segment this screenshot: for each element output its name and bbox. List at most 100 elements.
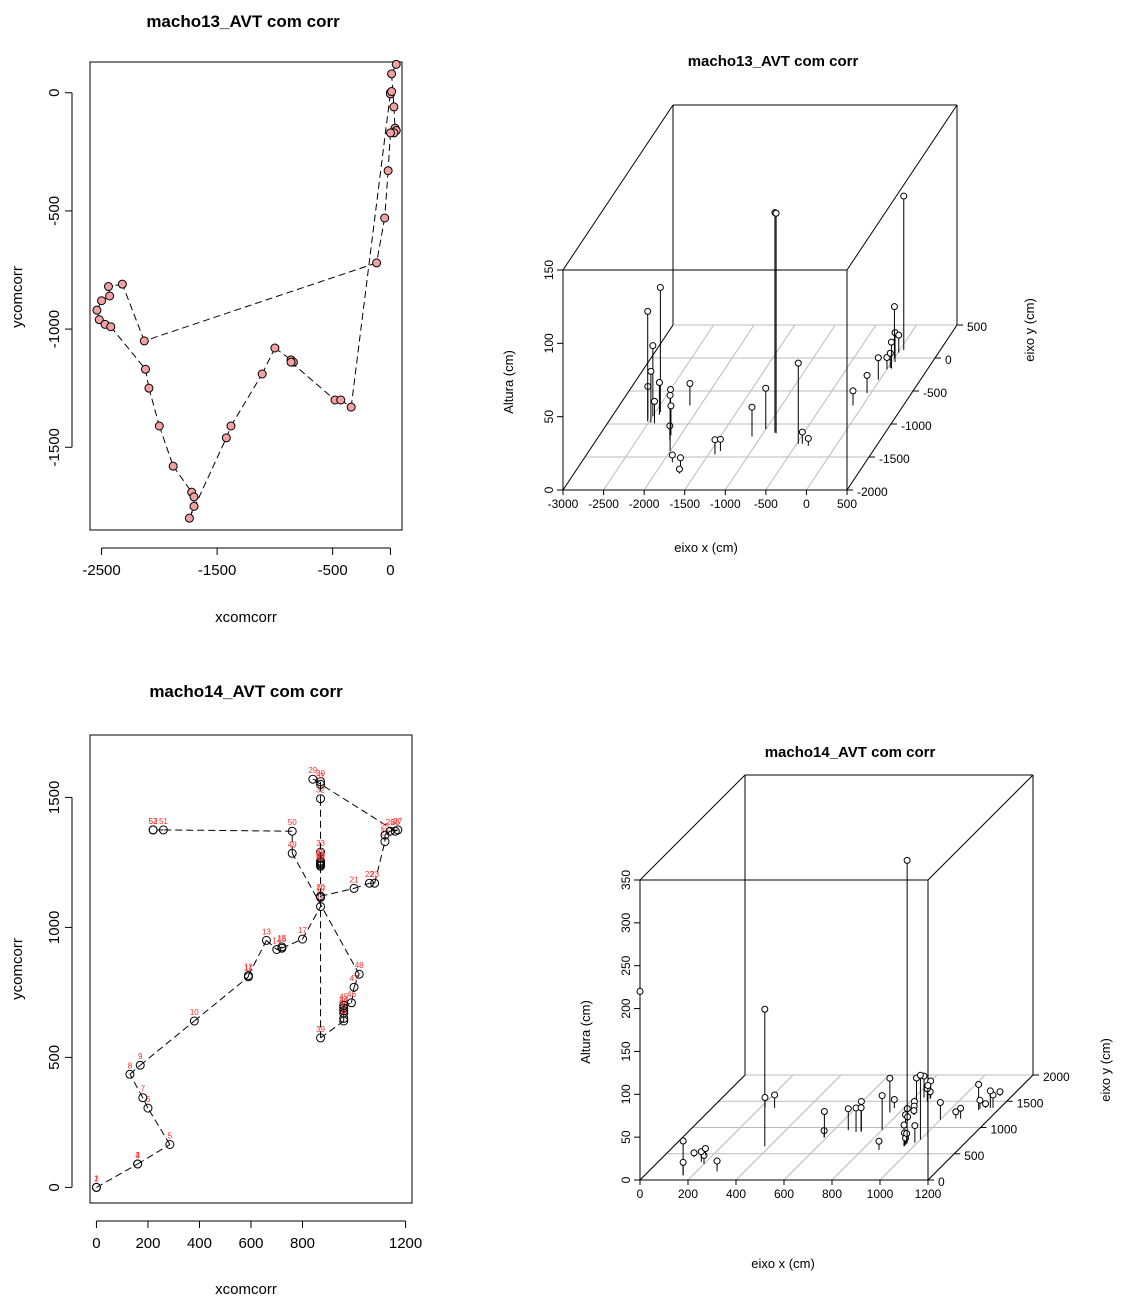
data-point xyxy=(261,935,271,945)
point-label: 46 xyxy=(347,990,356,999)
data-point xyxy=(844,1105,852,1113)
point-label: 35 xyxy=(316,848,325,857)
x-tick-label: 1000 xyxy=(867,1187,894,1201)
x-tick-label: 0 xyxy=(803,497,810,511)
point-label: 27 xyxy=(393,817,402,826)
box-edge xyxy=(562,324,674,491)
y-tick-label: -2000 xyxy=(857,485,888,499)
panel-2-macho13-3d: macho13_AVT com corr eixo x (cm) Altura … xyxy=(501,53,1037,555)
floor-grid-line xyxy=(643,324,755,491)
y-tick-label: -1000 xyxy=(46,310,63,348)
data-point xyxy=(372,258,382,268)
point-label: 39 xyxy=(316,1025,325,1034)
x-tick-label: 800 xyxy=(822,1187,842,1201)
data-point xyxy=(886,349,894,357)
data-point xyxy=(875,1137,883,1145)
point-label: 51 xyxy=(159,817,168,826)
track-segment xyxy=(353,974,360,988)
data-point xyxy=(370,878,380,888)
y-tick-label: 0 xyxy=(46,89,63,97)
data-point xyxy=(849,387,857,395)
point-label: 45 xyxy=(339,992,348,1001)
point-label: 41 xyxy=(339,1005,348,1014)
data-point xyxy=(257,369,267,379)
data-point xyxy=(651,397,659,405)
data-point xyxy=(649,342,657,350)
panel-4-ylabel: Altura (cm) xyxy=(578,1000,593,1064)
data-point xyxy=(349,982,359,992)
point-label: 9 xyxy=(138,1052,143,1061)
data-point xyxy=(143,1103,153,1113)
data-point xyxy=(986,1087,994,1095)
point-label: 40 xyxy=(339,1008,348,1017)
track-segment xyxy=(139,1020,195,1066)
y-tick-label: 0 xyxy=(945,353,952,367)
point-label: 2 xyxy=(94,1174,99,1183)
x-tick-label: 1200 xyxy=(389,1235,422,1252)
data-point xyxy=(887,338,895,346)
point-label: 38 xyxy=(316,853,325,862)
panel-2-title: macho13_AVT com corr xyxy=(688,53,859,70)
data-point xyxy=(154,421,164,431)
track-segment xyxy=(374,841,386,884)
track-segment xyxy=(376,217,386,263)
data-point xyxy=(900,192,908,200)
data-point xyxy=(387,87,397,97)
point-label: 19 xyxy=(316,885,325,894)
data-point xyxy=(346,402,356,412)
z-tick-label: 200 xyxy=(619,998,633,1018)
point-label: 5 xyxy=(168,1132,173,1141)
point-label: 18 xyxy=(316,894,325,903)
data-point xyxy=(911,1122,919,1130)
data-point xyxy=(380,837,390,847)
data-point xyxy=(221,433,231,443)
panel-1-xlabel: xcomcorr xyxy=(215,609,277,626)
panel-3-macho14-2d: macho14_AVT com corr xcomcorr ycomcorr 0… xyxy=(9,682,422,1298)
data-point xyxy=(308,774,318,784)
data-point xyxy=(106,322,116,332)
data-point xyxy=(364,878,374,888)
data-point xyxy=(772,209,780,217)
data-point xyxy=(679,1158,687,1166)
data-point xyxy=(903,1129,911,1137)
z-tick-label: 250 xyxy=(619,955,633,975)
data-point xyxy=(243,971,253,980)
data-point xyxy=(982,1100,990,1108)
data-point xyxy=(336,395,346,405)
z-tick-label: 0 xyxy=(619,1176,633,1183)
z-tick-label: 150 xyxy=(542,260,556,280)
data-point xyxy=(761,1005,769,1013)
y-tick-label: 1500 xyxy=(46,781,63,814)
track-segment xyxy=(320,1020,345,1039)
point-label: 37 xyxy=(316,852,325,861)
data-point xyxy=(184,513,194,523)
box-edge xyxy=(639,1074,746,1181)
data-point xyxy=(316,779,326,789)
point-label: 23 xyxy=(370,870,379,879)
data-point xyxy=(713,1157,721,1165)
data-point xyxy=(666,391,674,399)
track-segment xyxy=(137,1144,171,1165)
x-tick-label: 0 xyxy=(386,562,394,579)
data-point xyxy=(286,357,296,367)
data-point xyxy=(92,305,102,315)
track-segment xyxy=(121,284,145,342)
track-segment xyxy=(144,262,377,342)
point-label: 6 xyxy=(146,1095,151,1104)
data-point xyxy=(339,1000,349,1010)
x-tick-label: -1500 xyxy=(198,562,236,579)
track-segment xyxy=(194,976,249,1022)
data-point xyxy=(389,102,399,112)
data-point xyxy=(798,428,806,436)
point-label: 11 xyxy=(244,964,253,973)
point-label: 33 xyxy=(316,839,325,848)
data-point xyxy=(189,1016,199,1026)
panel-3-ylabel: ycomcorr xyxy=(9,938,26,1000)
x-tick-label: 600 xyxy=(774,1187,794,1201)
data-point xyxy=(675,465,683,473)
data-point xyxy=(138,1093,148,1103)
track-segment xyxy=(350,92,391,408)
data-point xyxy=(105,291,115,301)
data-point xyxy=(287,826,297,836)
y-tick-label: 500 xyxy=(964,1149,984,1163)
